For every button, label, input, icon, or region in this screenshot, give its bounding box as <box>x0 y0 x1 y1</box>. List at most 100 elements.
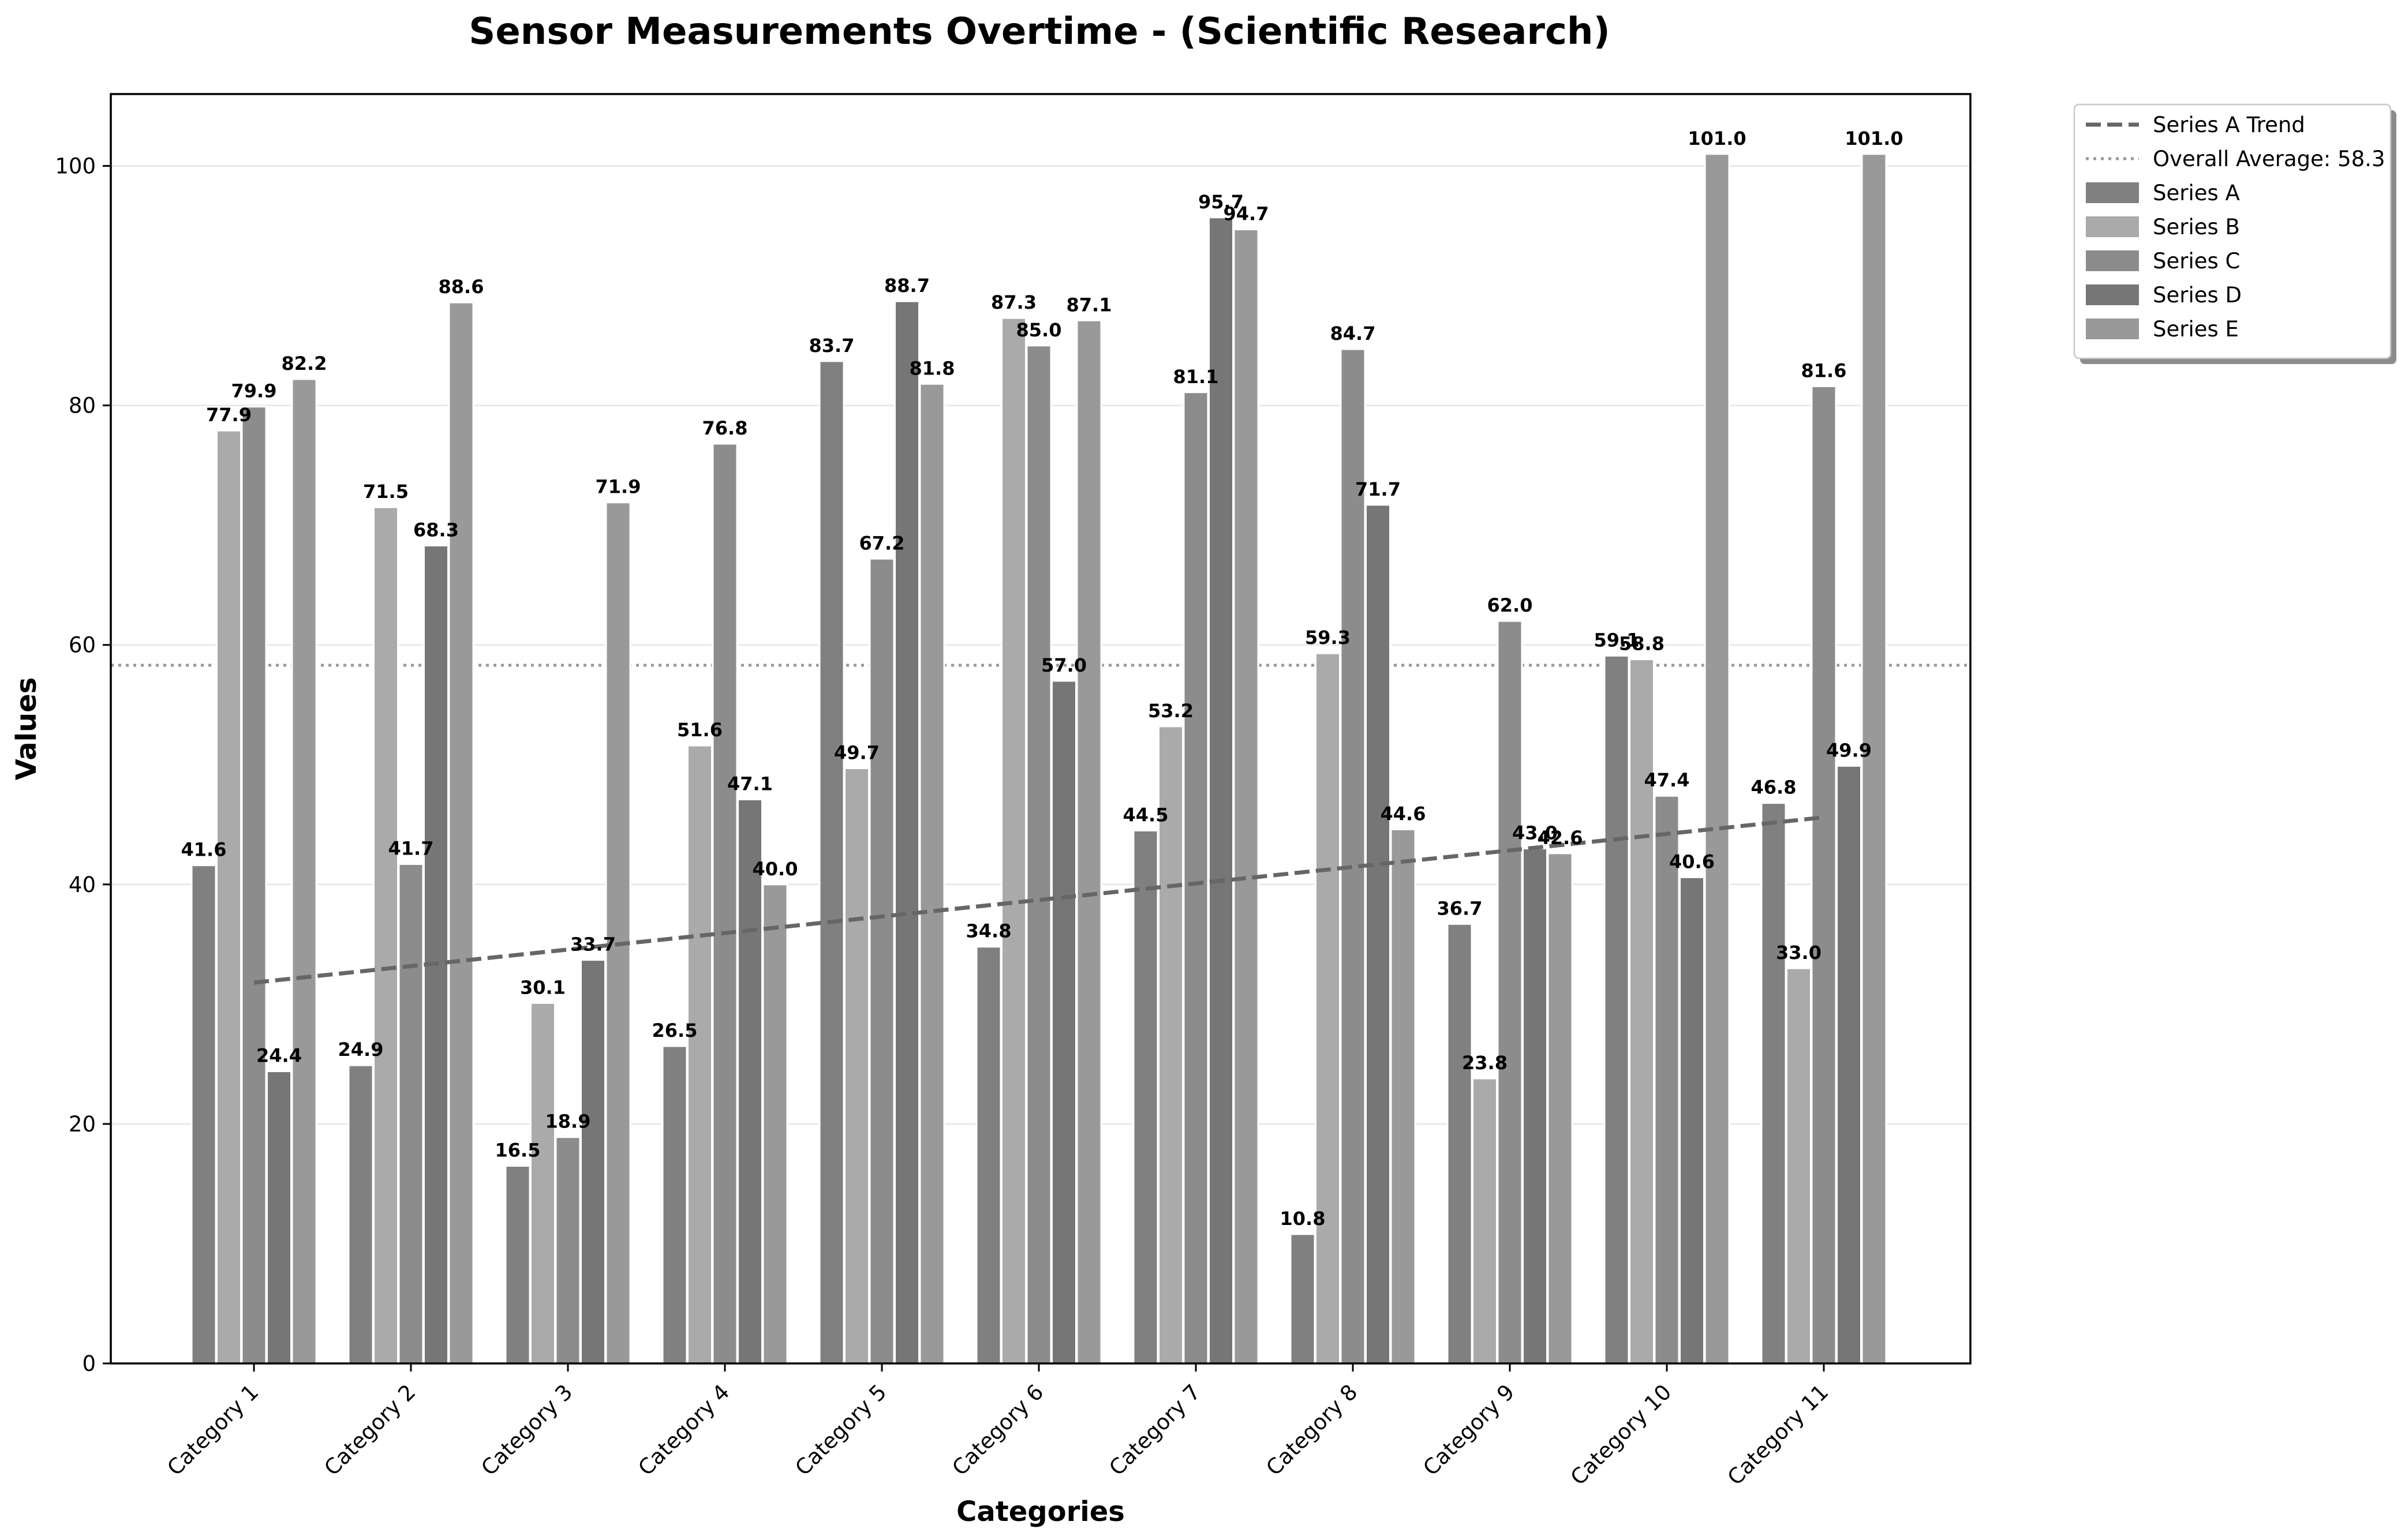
bar <box>1629 658 1655 1365</box>
bar <box>241 406 267 1365</box>
bar-value-label: 88.6 <box>439 276 484 298</box>
bar-value-label: 43.0 <box>1512 822 1558 844</box>
bar <box>1340 348 1366 1365</box>
bar <box>975 946 1002 1365</box>
x-tick-label: Category 11 <box>1723 1380 1834 1490</box>
y-axis-label: Values <box>10 677 43 781</box>
bar <box>1076 319 1102 1365</box>
y-tick-label: 60 <box>69 633 96 658</box>
bar <box>216 429 242 1365</box>
legend-box <box>2073 103 2392 359</box>
bar-value-label: 41.7 <box>388 838 434 860</box>
bar <box>1208 216 1234 1365</box>
x-tick-label: Category 9 <box>1418 1380 1519 1481</box>
y-axis: 0 20 40 60 80 100 <box>55 154 111 1376</box>
bar-value-label: 62.0 <box>1487 594 1533 616</box>
x-tick-label: Category 8 <box>1261 1380 1362 1481</box>
bar-value-label: 82.2 <box>282 353 327 374</box>
bar-value-label: 44.6 <box>1381 803 1426 825</box>
x-tick-label: Category 10 <box>1566 1380 1677 1490</box>
bar-value-label: 59.1 <box>1594 629 1640 651</box>
bar-value-label: 71.7 <box>1355 478 1401 500</box>
bar-value-label: 46.8 <box>1751 777 1797 799</box>
legend-swatch <box>2086 182 2139 203</box>
legend-label: Series B <box>2153 215 2240 239</box>
bar-value-label: 81.1 <box>1173 366 1219 388</box>
bar <box>580 959 606 1365</box>
legend-label: Series C <box>2153 249 2240 273</box>
bar-value-label: 84.7 <box>1330 323 1376 344</box>
bar <box>1704 153 1730 1365</box>
legend-label: Series E <box>2153 317 2239 342</box>
bar <box>1786 967 1812 1365</box>
bar <box>291 378 317 1365</box>
bar-value-label: 33.0 <box>1776 942 1821 964</box>
bar-value-label: 81.8 <box>910 357 955 379</box>
bar <box>1365 504 1391 1365</box>
legend-label: Overall Average: 58.3 <box>2153 147 2385 171</box>
bar-value-label: 57.0 <box>1041 654 1087 676</box>
x-axis-label: Categories <box>956 1496 1125 1528</box>
bar <box>1446 923 1473 1365</box>
bar <box>762 883 788 1365</box>
bar-value-label: 16.5 <box>495 1140 541 1161</box>
bar <box>844 767 870 1365</box>
bar-value-label: 49.7 <box>834 741 880 763</box>
chart-title: Sensor Measurements Overtime - (Scientif… <box>469 10 1610 53</box>
x-tick-label: Category 7 <box>1104 1380 1205 1481</box>
bar <box>1390 828 1416 1365</box>
bar-value-label: 40.6 <box>1669 850 1715 872</box>
legend-label: Series D <box>2153 283 2242 308</box>
y-tick-label: 100 <box>55 154 96 179</box>
bar-value-label: 87.3 <box>991 291 1037 313</box>
trend-line-group <box>253 815 1824 985</box>
bar <box>1811 385 1837 1365</box>
bar-value-label: 71.5 <box>363 481 409 503</box>
bar-value-label: 101.0 <box>1688 128 1746 149</box>
bar <box>1183 391 1209 1365</box>
bar-value-label: 10.8 <box>1280 1208 1326 1230</box>
y-tick-label: 20 <box>69 1112 96 1137</box>
legend-label: Series A Trend <box>2153 113 2305 137</box>
bar <box>894 300 920 1365</box>
bar <box>1289 1233 1316 1365</box>
bar <box>1836 765 1862 1365</box>
bar <box>1522 848 1548 1365</box>
bar <box>869 557 895 1365</box>
bar-value-label: 79.9 <box>231 380 277 402</box>
bar-value-label: 44.5 <box>1123 804 1169 826</box>
legend-swatch <box>2086 319 2139 339</box>
legend: Series A Trend Overall Average: 58.3 Serie… <box>2073 103 2396 364</box>
bar <box>347 1064 374 1365</box>
bar <box>1679 876 1705 1365</box>
bar <box>1315 652 1341 1365</box>
bar <box>919 383 945 1365</box>
bar <box>373 506 399 1365</box>
bar <box>1547 852 1573 1365</box>
bar <box>1026 344 1052 1365</box>
bar-value-label: 101.0 <box>1845 128 1903 149</box>
bar-value-label: 42.6 <box>1538 827 1583 849</box>
bar <box>1472 1077 1498 1365</box>
legend-swatch <box>2086 250 2139 271</box>
bar-value-label: 24.4 <box>256 1045 302 1067</box>
trend-line <box>253 815 1824 985</box>
bar-value-label: 85.0 <box>1016 319 1062 341</box>
bar-value-label: 76.8 <box>702 417 748 439</box>
bar-value-label: 41.6 <box>181 839 227 861</box>
bar-value-label: 83.7 <box>809 335 855 357</box>
bar <box>1132 829 1159 1365</box>
bar <box>818 360 845 1365</box>
bar <box>1654 795 1680 1365</box>
bar <box>687 744 713 1365</box>
bar <box>1497 620 1523 1365</box>
bar-value-label: 49.9 <box>1826 739 1872 761</box>
y-tick-label: 80 <box>69 394 96 418</box>
bar-value-label: 33.7 <box>570 934 616 956</box>
bar-value-label: 47.4 <box>1644 769 1690 791</box>
bars <box>190 153 1887 1365</box>
bar <box>737 798 763 1365</box>
bar-value-label: 58.8 <box>1619 633 1665 655</box>
bar-value-label: 94.7 <box>1224 203 1269 225</box>
